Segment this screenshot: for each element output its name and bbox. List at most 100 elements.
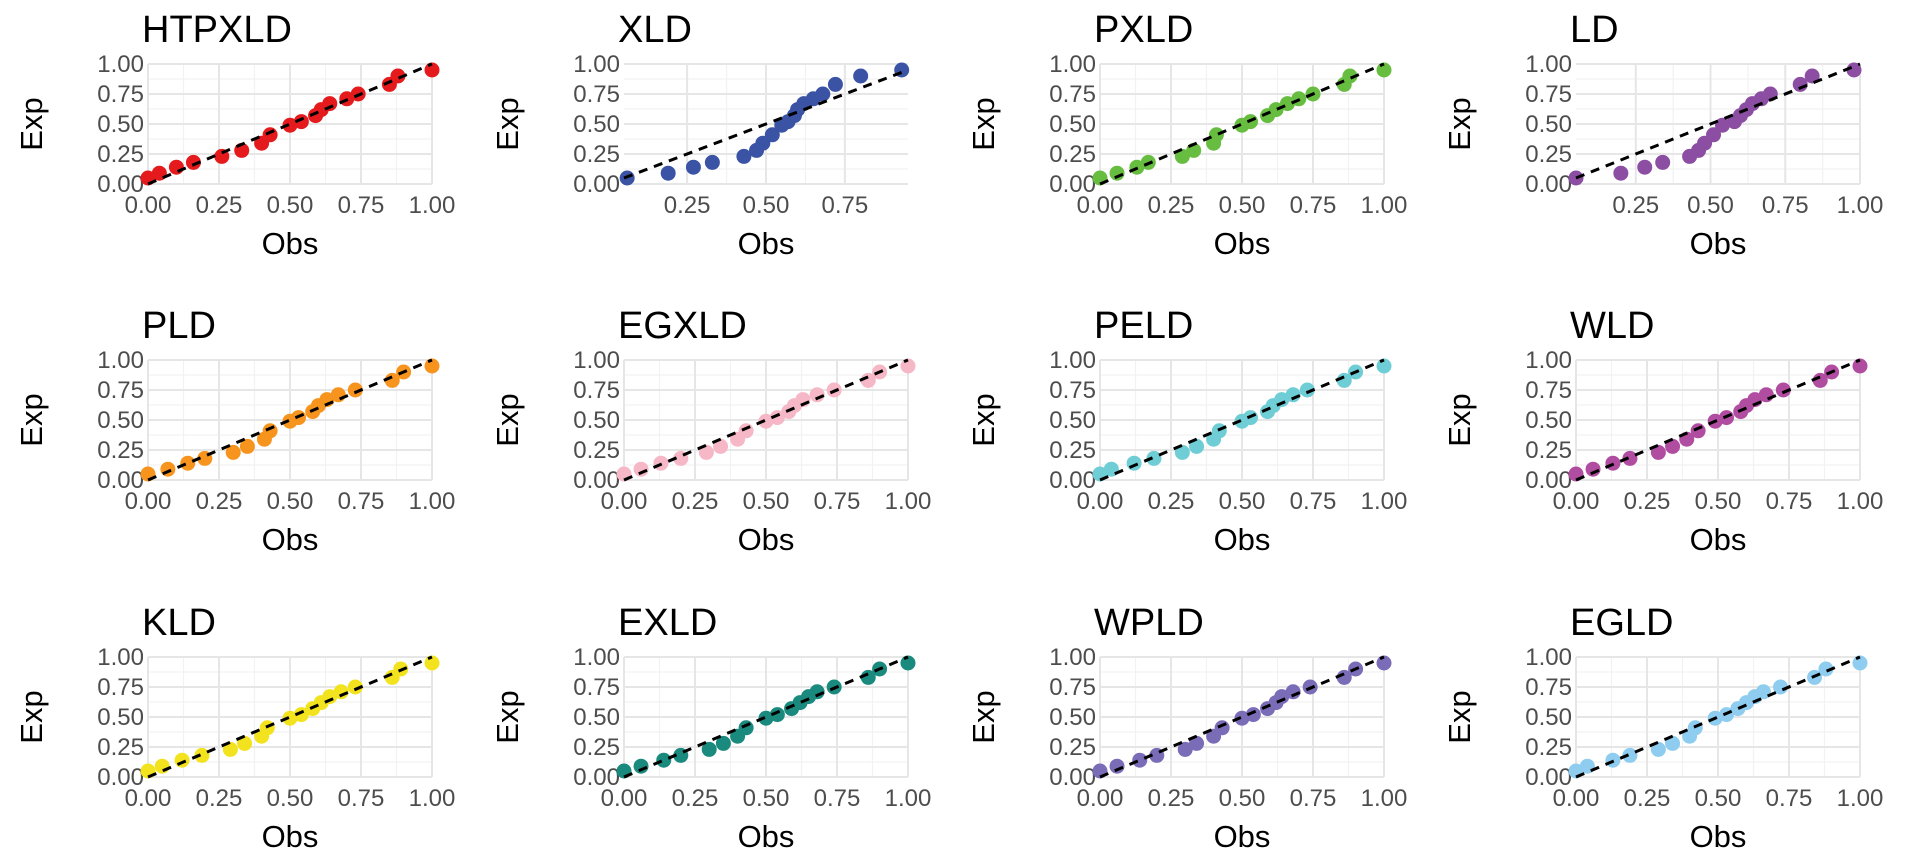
data-point bbox=[1132, 752, 1148, 768]
y-tick-label: 0.50 bbox=[1525, 704, 1572, 731]
x-tick-label: 0.75 bbox=[1290, 785, 1337, 812]
y-tick-label: 0.50 bbox=[97, 407, 144, 434]
y-tick-label: 0.50 bbox=[1049, 111, 1096, 138]
data-point bbox=[1852, 655, 1868, 671]
data-point bbox=[715, 735, 731, 751]
x-axis-title: Obs bbox=[262, 522, 319, 557]
x-tick-label: 1.00 bbox=[1837, 785, 1884, 812]
y-tick-label: 0.25 bbox=[1049, 734, 1096, 761]
data-point bbox=[322, 96, 338, 112]
data-point bbox=[656, 752, 672, 768]
x-tick-label: 0.75 bbox=[338, 488, 385, 515]
panel-wld: 0.00 0.25 0.50 0.75 1.00 0.00 0.25 0.50 0.75 1.00… bbox=[1442, 305, 1883, 557]
data-point bbox=[293, 114, 309, 130]
data-point bbox=[1285, 387, 1301, 403]
x-tick-label: 0.50 bbox=[1687, 192, 1734, 219]
y-tick-label: 1.00 bbox=[97, 644, 144, 671]
x-tick-label: 1.00 bbox=[1361, 192, 1408, 219]
y-tick-label: 0.00 bbox=[97, 764, 144, 791]
reference-line bbox=[1099, 62, 1385, 186]
x-axis-title: Obs bbox=[262, 819, 319, 854]
data-point bbox=[293, 707, 309, 723]
x-tick-label: 0.50 bbox=[267, 488, 314, 515]
y-axis-title: Exp bbox=[14, 393, 49, 446]
y-axis-title: Exp bbox=[1442, 690, 1477, 743]
data-point bbox=[1818, 661, 1834, 677]
reference-line bbox=[1575, 655, 1861, 779]
x-tick-label: 0.25 bbox=[196, 192, 243, 219]
x-tick-label: 1.00 bbox=[409, 488, 456, 515]
data-point bbox=[1268, 102, 1284, 118]
y-tick-label: 0.50 bbox=[573, 704, 620, 731]
y-tick-label: 0.00 bbox=[573, 764, 620, 791]
data-point bbox=[424, 358, 440, 374]
panel-title: XLD bbox=[618, 9, 692, 51]
y-tick-label: 0.00 bbox=[1049, 467, 1096, 494]
data-point bbox=[853, 68, 869, 84]
panel-title: PXLD bbox=[1094, 9, 1193, 51]
x-tick-label: 1.00 bbox=[1837, 488, 1884, 515]
data-point bbox=[1665, 735, 1681, 751]
data-point bbox=[1109, 758, 1125, 774]
y-tick-label: 0.25 bbox=[573, 437, 620, 464]
x-tick-label: 1.00 bbox=[409, 785, 456, 812]
x-tick-label: 0.00 bbox=[125, 785, 172, 812]
data-point bbox=[160, 461, 176, 477]
reference-line bbox=[1099, 358, 1385, 482]
reference-line bbox=[623, 655, 909, 779]
data-point bbox=[222, 741, 238, 757]
y-tick-label: 0.25 bbox=[1525, 734, 1572, 761]
reference-line bbox=[147, 358, 433, 482]
y-tick-label: 1.00 bbox=[1525, 51, 1572, 78]
x-axis-title: Obs bbox=[1214, 226, 1271, 261]
data-point bbox=[1650, 741, 1666, 757]
data-point bbox=[1812, 372, 1828, 388]
data-point bbox=[1613, 165, 1629, 181]
y-tick-label: 1.00 bbox=[573, 51, 620, 78]
panel-pld: 0.00 0.25 0.50 0.75 1.00 0.00 0.25 0.50 0.75 1.00… bbox=[14, 305, 455, 557]
data-point bbox=[738, 720, 754, 736]
y-tick-label: 0.75 bbox=[573, 377, 620, 404]
x-tick-label: 0.75 bbox=[1766, 785, 1813, 812]
y-tick-label: 1.00 bbox=[1525, 347, 1572, 374]
data-point bbox=[1376, 62, 1392, 78]
y-tick-label: 0.25 bbox=[1049, 141, 1096, 168]
x-tick-label: 0.00 bbox=[125, 488, 172, 515]
x-tick-label: 0.25 bbox=[1148, 488, 1195, 515]
data-point bbox=[1804, 68, 1820, 84]
x-tick-label: 0.00 bbox=[1077, 192, 1124, 219]
x-tick-label: 1.00 bbox=[885, 488, 932, 515]
y-axis-title: Exp bbox=[1442, 97, 1477, 150]
data-point bbox=[1690, 423, 1706, 439]
panel-title: PLD bbox=[142, 305, 216, 347]
y-tick-label: 0.75 bbox=[1525, 377, 1572, 404]
data-point bbox=[758, 413, 774, 429]
x-tick-label: 0.00 bbox=[601, 488, 648, 515]
y-tick-label: 0.50 bbox=[573, 407, 620, 434]
x-tick-label: 0.75 bbox=[338, 192, 385, 219]
y-tick-label: 0.50 bbox=[1049, 704, 1096, 731]
x-tick-label: 0.75 bbox=[814, 785, 861, 812]
data-point bbox=[424, 62, 440, 78]
data-point bbox=[698, 444, 714, 460]
data-point bbox=[1234, 710, 1250, 726]
reference-line bbox=[623, 68, 909, 180]
x-tick-label: 0.50 bbox=[743, 785, 790, 812]
x-axis-title: Obs bbox=[1214, 819, 1271, 854]
data-point bbox=[900, 358, 916, 374]
panel-title: PELD bbox=[1094, 305, 1193, 347]
x-tick-label: 0.75 bbox=[814, 488, 861, 515]
data-point bbox=[1342, 68, 1358, 84]
y-tick-label: 0.00 bbox=[1049, 764, 1096, 791]
reference-line bbox=[623, 358, 909, 482]
x-axis-title: Obs bbox=[1214, 522, 1271, 557]
data-point bbox=[1214, 720, 1230, 736]
x-tick-label: 0.00 bbox=[601, 785, 648, 812]
panel-kld: 0.00 0.25 0.50 0.75 1.00 0.00 0.25 0.50 0.75 1.00… bbox=[14, 602, 455, 854]
panel-title: LD bbox=[1570, 9, 1619, 51]
y-tick-label: 0.00 bbox=[1525, 467, 1572, 494]
data-point bbox=[860, 669, 876, 685]
y-axis-title: Exp bbox=[14, 690, 49, 743]
y-tick-label: 0.50 bbox=[97, 704, 144, 731]
data-point bbox=[1285, 684, 1301, 700]
